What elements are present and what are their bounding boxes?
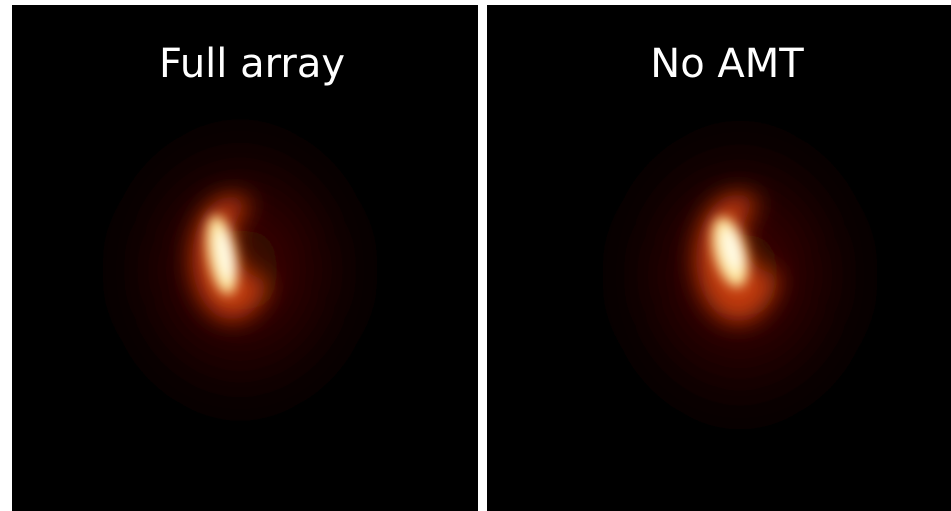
crescent-core xyxy=(711,216,749,288)
crescent-core xyxy=(206,215,238,295)
panel-left: Full array xyxy=(12,5,478,511)
panel-label: No AMT xyxy=(650,41,804,87)
panel-right: No AMT xyxy=(487,5,951,511)
panel-label: Full array xyxy=(159,41,345,87)
crescent-outer xyxy=(650,150,860,380)
crescent-outer xyxy=(150,150,350,370)
